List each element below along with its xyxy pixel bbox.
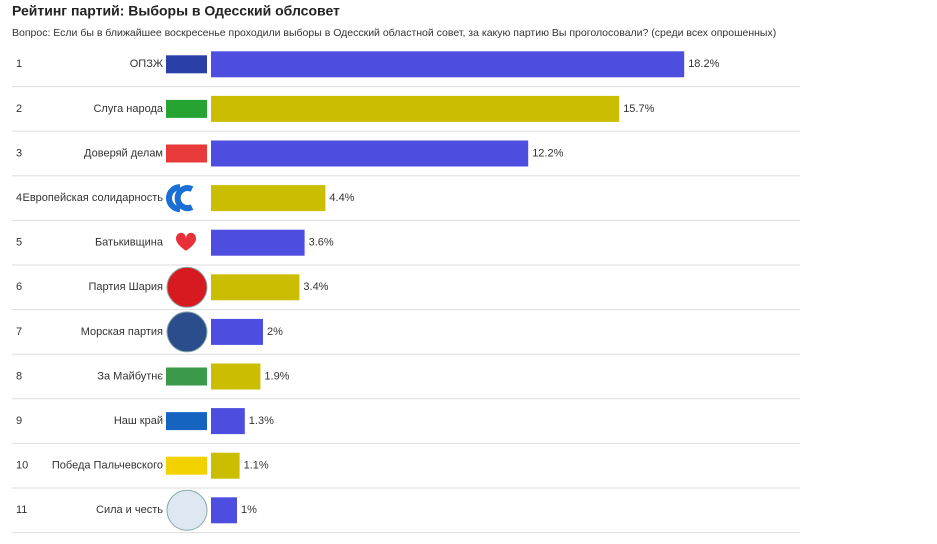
- category-label: ОПЗЖ: [130, 58, 163, 70]
- rank: 4: [16, 192, 22, 204]
- bar: [211, 51, 685, 78]
- bar: [211, 274, 300, 301]
- category-label: Доверяй делам: [84, 147, 163, 159]
- bar: [211, 229, 305, 256]
- rank: 7: [16, 326, 22, 338]
- rank: 8: [16, 370, 22, 382]
- rank: 5: [16, 237, 22, 249]
- bar: [211, 452, 240, 479]
- party-logo: [166, 367, 207, 386]
- category-label: За Майбутнє: [97, 370, 163, 382]
- rank: 6: [16, 281, 22, 293]
- value-label: 18.2%: [688, 58, 719, 70]
- party-logo: [166, 55, 207, 74]
- value-label: 15.7%: [623, 103, 654, 115]
- value-label: 4.4%: [329, 192, 354, 204]
- bar: [211, 497, 237, 524]
- party-logo: [166, 266, 208, 308]
- rank: 1: [16, 58, 22, 70]
- bar: [211, 140, 529, 167]
- party-logo: [166, 144, 207, 163]
- category-label: Победа Пальчевского: [52, 460, 163, 472]
- chart-title: Рейтинг партий: Выборы в Одесский облсов…: [12, 3, 340, 19]
- value-label: 1.9%: [264, 370, 289, 382]
- chart-subtitle: Вопрос: Если бы в ближайшее воскресенье …: [12, 27, 776, 39]
- rank: 9: [16, 415, 22, 427]
- party-logo: [176, 232, 196, 251]
- party-logo: [166, 311, 208, 353]
- category-label: Слуга народа: [93, 103, 163, 115]
- value-label: 1.3%: [249, 415, 274, 427]
- category-label: Наш край: [114, 415, 163, 427]
- party-logo: [166, 456, 207, 475]
- bar: [211, 408, 245, 435]
- category-label: Сила и честь: [96, 504, 163, 516]
- value-label: 2%: [267, 326, 283, 338]
- party-logo: [166, 99, 207, 118]
- value-label: 1.1%: [244, 460, 269, 472]
- category-label: Партия Шария: [88, 281, 163, 293]
- value-label: 12.2%: [532, 147, 563, 159]
- bar: [211, 318, 263, 345]
- party-logo: [166, 489, 208, 531]
- category-label: Морская партия: [81, 326, 163, 338]
- party-logo: [166, 412, 207, 431]
- value-label: 3.4%: [303, 281, 328, 293]
- bar: [211, 95, 620, 122]
- value-label: 1%: [241, 504, 257, 516]
- rank: 2: [16, 103, 22, 115]
- party-logo: [166, 184, 194, 213]
- rank: 11: [16, 504, 27, 516]
- rank: 3: [16, 147, 22, 159]
- category-label: Батькивщина: [95, 237, 164, 249]
- bar: [211, 185, 326, 212]
- rank: 10: [16, 460, 28, 472]
- category-label: Европейская солидарность: [23, 192, 164, 204]
- bar: [211, 363, 261, 390]
- value-label: 3.6%: [309, 237, 334, 249]
